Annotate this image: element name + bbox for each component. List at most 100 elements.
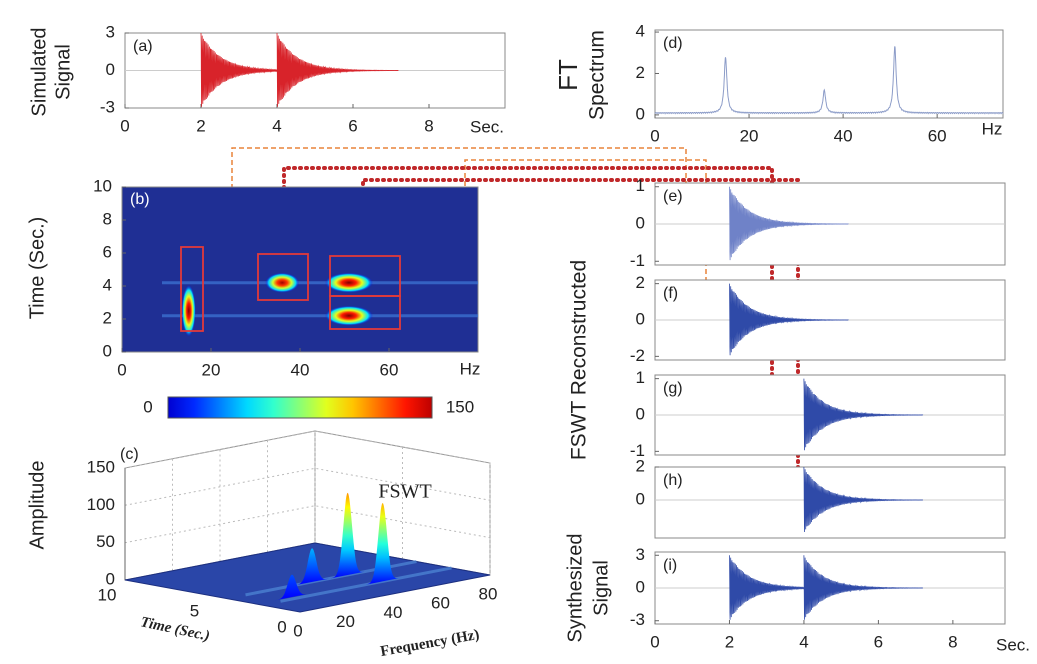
y-tick-label: 10: [98, 585, 117, 604]
y-tick-label: 2: [103, 308, 112, 327]
colorbar: [167, 396, 433, 419]
y-tick-label: 0: [636, 104, 645, 123]
y-tick-label: -2: [630, 346, 645, 365]
y-tick-label: -1: [630, 251, 645, 270]
y-tick-label: 0: [636, 490, 645, 509]
y-tick-label: 4: [636, 22, 645, 41]
y-axis-label: Spectrum: [586, 30, 609, 120]
spot: [324, 272, 373, 293]
spot: [181, 284, 196, 337]
colorbar-label: 0: [143, 397, 152, 416]
x-tick-label: 20: [202, 360, 221, 379]
spectrum-line: [654, 46, 1004, 115]
panel-label: (d): [663, 35, 683, 52]
x-tick-label: 20: [336, 612, 355, 631]
y-tick-label: 0: [277, 617, 286, 636]
x-tick-label: 2: [196, 116, 205, 135]
panel-label: (f): [663, 285, 678, 302]
y-tick-label: 5: [190, 601, 199, 620]
signal-burst: [276, 32, 399, 107]
x-tick-label: 40: [291, 360, 310, 379]
y-tick-label: 2: [636, 273, 645, 292]
y-tick-label: -3: [630, 610, 645, 629]
x-tick-label: 40: [834, 126, 853, 145]
y-tick-label: 0: [636, 404, 645, 423]
x-tick-label: 0: [117, 360, 126, 379]
x-tick-label: 8: [948, 632, 957, 651]
selection-box: [257, 253, 309, 301]
y-axis-label: Time (Sec.): [26, 217, 48, 320]
x-tick-label: 60: [431, 594, 450, 613]
y-tick-label: 0: [636, 577, 645, 596]
selection-box: [329, 295, 401, 330]
annotation: FSWT: [378, 481, 431, 503]
signal-burst: [729, 283, 849, 356]
y-axis-label: Signal: [52, 44, 74, 100]
y-tick-label: 6: [103, 242, 112, 261]
peak: [366, 503, 400, 585]
y-tick-label: 3: [636, 545, 645, 564]
x-tick-label: 60: [380, 360, 399, 379]
y-tick-label: 3: [106, 22, 115, 41]
spot: [265, 272, 300, 293]
x-tick-label: 0: [120, 116, 129, 135]
x-unit-label: Hz: [460, 359, 481, 378]
colorbar-label: 150: [446, 397, 474, 416]
x-axis-label: Frequency (Hz): [379, 627, 480, 660]
y-tick-label: 10: [93, 176, 112, 195]
x-tick-label: 0: [650, 126, 659, 145]
z-tick-label: 150: [87, 457, 115, 476]
y-tick-label: 1: [636, 176, 645, 195]
selection-box: [180, 246, 204, 332]
y-tick-label: 2: [636, 63, 645, 82]
y-tick-label: 0: [636, 213, 645, 232]
x-tick-label: 20: [740, 126, 759, 145]
signal-burst: [803, 466, 923, 533]
peak: [331, 492, 365, 579]
x-tick-label: 60: [928, 126, 947, 145]
y-tick-label: 8: [103, 209, 112, 228]
y-axis-label: FT: [553, 59, 583, 91]
y-tick-label: 0: [636, 309, 645, 328]
signal-burst: [729, 186, 849, 261]
x-tick-label: 0: [650, 632, 659, 651]
x-unit-label: Sec.: [470, 117, 504, 136]
spot: [324, 305, 373, 326]
y-tick-label: -3: [100, 97, 115, 116]
y-axis-label: Signal: [590, 560, 612, 616]
x-unit-label: Hz: [982, 119, 1003, 138]
y-axis-label: Time (Sec.): [139, 614, 211, 644]
y-axis-label: Simulated: [28, 28, 50, 117]
panel-label: (b): [130, 191, 150, 208]
y-tick-label: 1: [636, 368, 645, 387]
y-tick-label: -1: [630, 441, 645, 460]
plot-frame: [121, 186, 479, 353]
panel-label: (a): [133, 38, 153, 55]
z-axis-label: Amplitude: [26, 461, 48, 550]
y-tick-label: 0: [106, 60, 115, 79]
y-axis-label: Synthesized: [564, 534, 586, 643]
signal-burst: [803, 555, 923, 620]
z-tick-label: 100: [87, 495, 115, 514]
x-tick-label: 0: [293, 621, 302, 640]
x-tick-label: 4: [272, 116, 281, 135]
ridge: [280, 566, 452, 603]
x-tick-label: 4: [799, 632, 808, 651]
z-tick-label: 50: [96, 532, 115, 551]
x-tick-label: 2: [725, 632, 734, 651]
panel-label: (h): [663, 472, 683, 489]
x-tick-label: 6: [348, 116, 357, 135]
plot-frame: [654, 29, 1004, 119]
x-tick-label: 8: [424, 116, 433, 135]
panel-label: (g): [663, 380, 683, 397]
x-unit-label: Sec.: [996, 635, 1030, 654]
y-tick-label: 2: [636, 456, 645, 475]
x-tick-label: 40: [384, 603, 403, 622]
y-tick-label: 0: [103, 341, 112, 360]
x-tick-label: 6: [874, 632, 883, 651]
y-tick-label: 4: [103, 275, 112, 294]
peak: [295, 548, 329, 586]
signal-burst: [803, 378, 924, 451]
y-axis-label: FSWT Reconstructed: [568, 260, 591, 460]
